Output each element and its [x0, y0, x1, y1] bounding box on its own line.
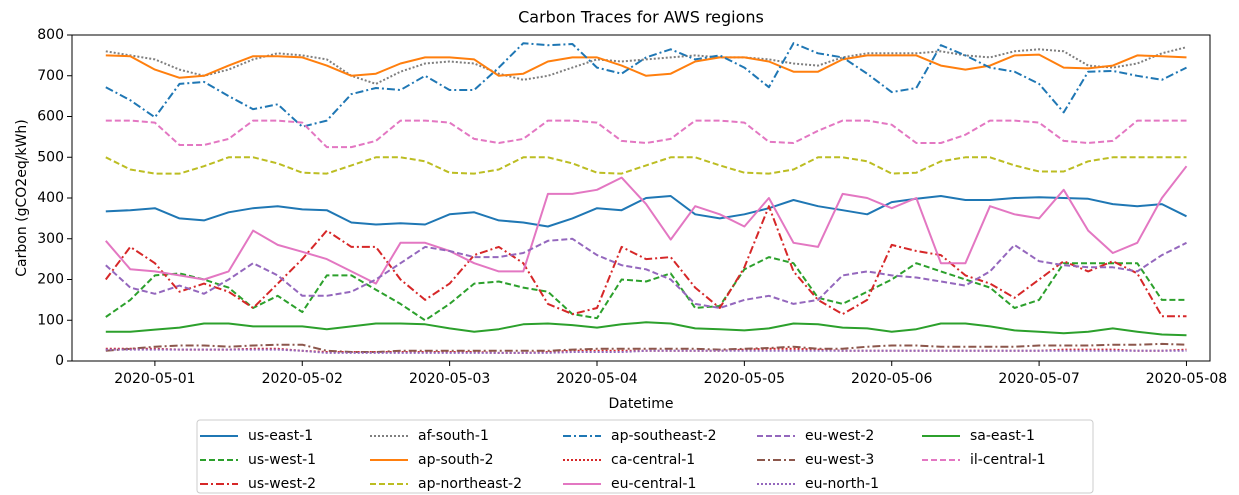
legend-label: us-west-1 [248, 452, 316, 468]
legend-label: il-central-1 [970, 452, 1046, 468]
y-tick-label: 400 [37, 190, 64, 206]
series-line [105, 321, 1187, 337]
x-tick-label: 2020-05-06 [851, 371, 932, 387]
series-line [105, 195, 1187, 228]
y-tick-label: 800 [37, 27, 64, 43]
x-tick-label: 2020-05-03 [409, 371, 490, 387]
legend-label: eu-central-1 [611, 476, 696, 492]
series-line [105, 237, 1187, 309]
legend-label: us-east-1 [248, 428, 313, 444]
legend-label: us-west-2 [248, 476, 316, 492]
legend-label: ca-central-1 [611, 452, 695, 468]
legend-label: eu-west-2 [805, 428, 874, 444]
x-tick-label: 2020-05-02 [262, 371, 343, 387]
x-axis-label: Datetime [608, 396, 673, 412]
x-tick-label: 2020-05-05 [704, 371, 785, 387]
series-line [105, 165, 1188, 285]
y-tick-label: 700 [37, 68, 64, 84]
series-line [105, 256, 1187, 322]
y-tick-label: 0 [55, 353, 64, 369]
legend-label: eu-north-1 [805, 476, 879, 492]
x-tick-label: 2020-05-08 [1146, 371, 1227, 387]
series-line [105, 119, 1187, 149]
chart-title: Carbon Traces for AWS regions [518, 8, 764, 27]
legend-frame [196, 419, 1094, 494]
legend-label: ap-southeast-2 [611, 428, 717, 444]
y-tick-label: 500 [37, 149, 64, 165]
legend-label: eu-west-3 [805, 452, 874, 468]
y-tick-label: 300 [37, 231, 64, 247]
y-axis-label: Carbon (gCO2eq/kWh) [14, 119, 30, 276]
series-line [105, 46, 1187, 85]
series-line [105, 348, 1187, 354]
series-line [105, 205, 1187, 318]
legend-label: af-south-1 [418, 428, 489, 444]
series-line [105, 53, 1187, 79]
series-line [105, 156, 1187, 175]
legend-label: ap-south-2 [418, 452, 494, 468]
legend-label: sa-east-1 [970, 428, 1035, 444]
series-line [105, 342, 1187, 353]
y-tick-label: 200 [37, 272, 64, 288]
y-tick-label: 600 [37, 109, 64, 125]
x-tick-label: 2020-05-07 [998, 371, 1079, 387]
x-tick-label: 2020-05-04 [556, 371, 637, 387]
series-line [105, 42, 1187, 128]
legend-label: ap-northeast-2 [418, 476, 522, 492]
y-tick-label: 100 [37, 312, 64, 328]
x-tick-label: 2020-05-01 [114, 371, 195, 387]
